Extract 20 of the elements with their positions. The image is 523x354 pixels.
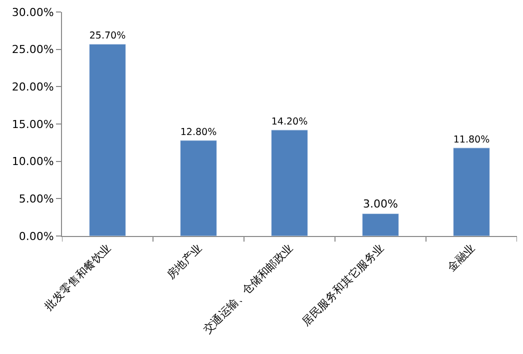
y-tick-label: 0.00% [18,230,54,243]
data-label: 25.70% [89,30,126,42]
bar [362,213,399,236]
y-tick-label: 25.00% [12,43,54,56]
bar [180,140,217,236]
y-tick-label: 15.00% [12,118,54,131]
data-label: 11.80% [453,134,490,146]
x-tick-label: 金融业 [444,242,478,274]
y-tick-label: 30.00% [12,6,54,19]
x-tick-label: 批发零售和餐饮业 [42,242,114,313]
y-tick-label: 10.00% [12,155,54,168]
bar [89,44,126,236]
data-label: 14.20% [271,116,308,128]
x-tick-label: 居民服务和其它服务业 [300,242,387,328]
y-tick-label: 20.00% [12,80,54,94]
data-label: 12.80% [180,126,217,138]
y-tick-label: 5.00% [18,192,54,206]
bar [453,148,490,236]
data-label: 3.00% [363,198,398,211]
bar [271,130,308,236]
